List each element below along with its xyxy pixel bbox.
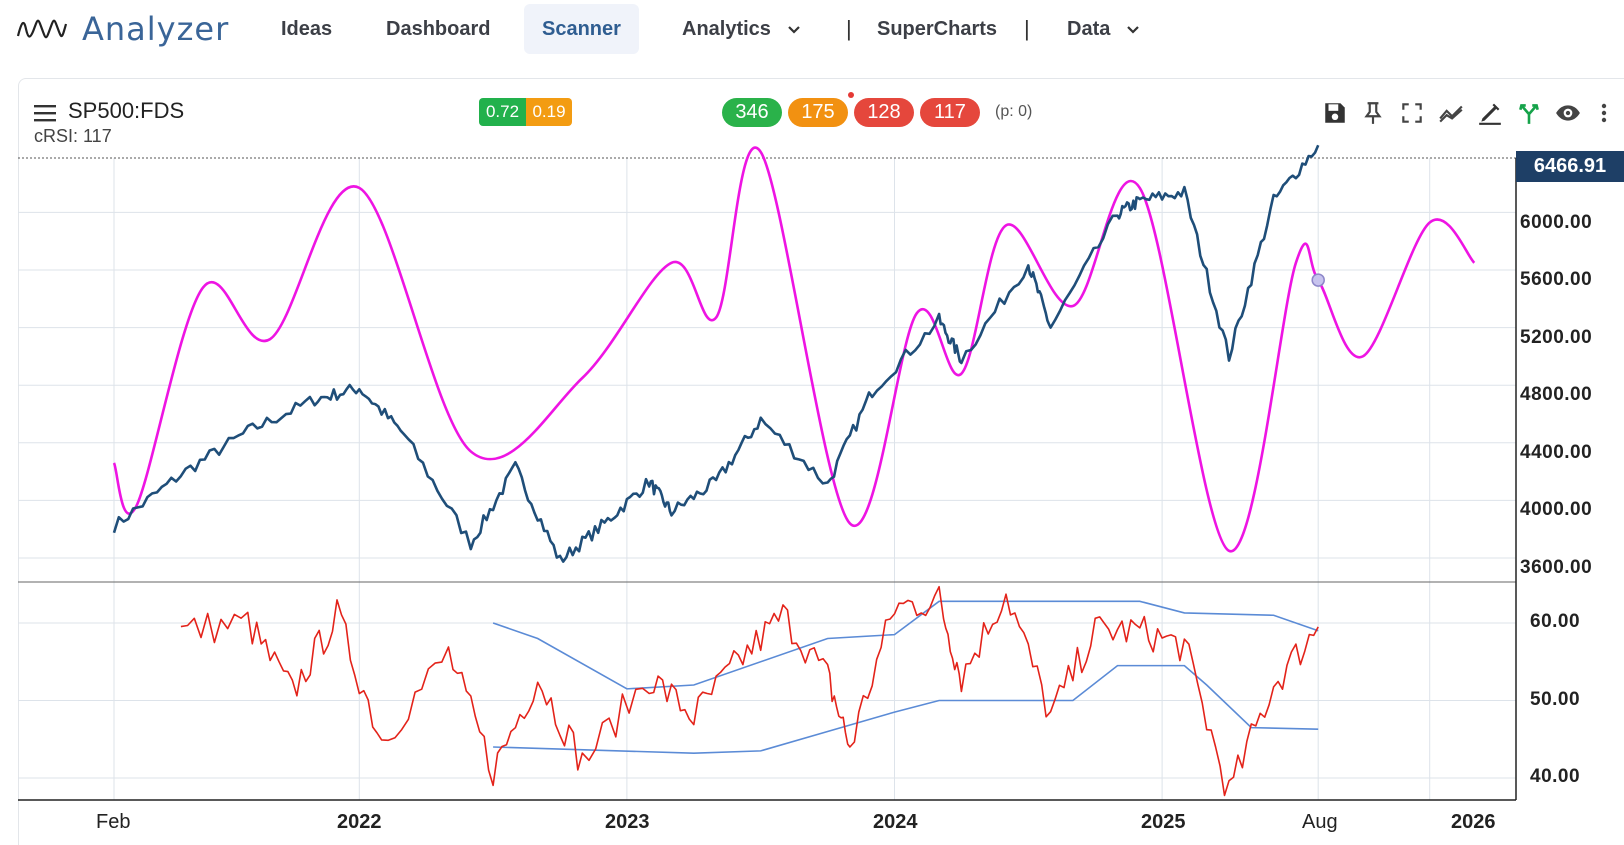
nav-separator: | xyxy=(1024,16,1030,41)
nav-separator: | xyxy=(846,16,852,41)
logo[interactable]: Analyzer xyxy=(16,10,229,48)
y-tick-label: 5600.00 xyxy=(1520,269,1593,290)
count-badge[interactable]: 346 xyxy=(722,98,782,127)
fullscreen-icon[interactable] xyxy=(1399,100,1425,126)
series-layer xyxy=(112,144,1476,797)
draw-icon[interactable] xyxy=(1477,100,1503,126)
y-tick-label: 40.00 xyxy=(1530,766,1581,787)
price-line xyxy=(112,144,1320,563)
nav-supercharts[interactable]: SuperCharts xyxy=(877,18,998,40)
score-badge-orange: 0.19 xyxy=(526,98,572,126)
chart-panel xyxy=(18,78,1624,845)
y-tick-label: 4400.00 xyxy=(1520,442,1593,463)
indicator-label: cRSI: 117 xyxy=(34,126,112,146)
nav-dashboard[interactable]: Dashboard xyxy=(386,18,491,40)
p-value-label: (p: 0) xyxy=(995,103,1033,120)
chevron-down-icon xyxy=(1127,25,1139,34)
y-tick-label: 3600.00 xyxy=(1520,557,1593,578)
symbol-label[interactable]: SP500:FDS xyxy=(68,98,185,123)
y-tick-label: 4800.00 xyxy=(1520,384,1593,405)
nav-analytics-label: Analytics xyxy=(682,18,771,40)
x-tick-label: 2022 xyxy=(337,811,382,833)
nav-ideas[interactable]: Ideas xyxy=(281,18,333,40)
nav-analytics[interactable]: Analytics xyxy=(682,4,801,54)
x-tick-label: Aug xyxy=(1302,811,1338,833)
x-tick-label: 2024 xyxy=(873,811,918,833)
more-icon[interactable] xyxy=(1594,100,1614,126)
score-badge-green: 0.72 xyxy=(479,98,526,126)
upper-band-line xyxy=(492,600,1319,690)
x-tick-label: 2026 xyxy=(1451,811,1496,833)
pin-icon[interactable] xyxy=(1360,100,1386,126)
x-tick-label: Feb xyxy=(96,811,131,833)
cycle-marker xyxy=(1311,273,1325,287)
hamburger-menu-icon[interactable] xyxy=(34,104,56,122)
y-tick-label: 5200.00 xyxy=(1520,327,1593,348)
count-badge[interactable]: 117 xyxy=(920,98,980,127)
top-nav: Analyzer Ideas Dashboard Scanner Analyti… xyxy=(0,0,1624,58)
fork-icon[interactable] xyxy=(1516,100,1542,126)
count-badge[interactable]: 175 xyxy=(788,98,848,127)
x-tick-label: 2025 xyxy=(1141,811,1186,833)
eye-icon[interactable] xyxy=(1555,100,1581,126)
chart-grid xyxy=(18,158,1516,800)
nav-scanner[interactable]: Scanner xyxy=(524,4,639,54)
last-price-tag: 6466.91 xyxy=(1516,151,1624,182)
nav-data-label: Data xyxy=(1067,18,1111,40)
nav-data[interactable]: Data xyxy=(1067,4,1140,54)
cycle-line xyxy=(112,146,1476,553)
save-icon[interactable] xyxy=(1322,100,1348,126)
rsi-line xyxy=(180,585,1319,797)
count-badge[interactable]: 128 xyxy=(854,98,914,127)
y-tick-label: 50.00 xyxy=(1530,689,1581,710)
waveform-icon xyxy=(16,19,68,39)
y-tick-label: 4000.00 xyxy=(1520,499,1593,520)
x-tick-label: 2023 xyxy=(605,811,650,833)
app-title: Analyzer xyxy=(82,10,230,48)
trend-icon[interactable] xyxy=(1438,100,1464,126)
y-tick-label: 6000.00 xyxy=(1520,212,1593,233)
chevron-down-icon xyxy=(787,25,800,34)
lower-band-line xyxy=(493,664,1319,755)
y-tick-label: 60.00 xyxy=(1530,611,1581,632)
notification-dot xyxy=(848,92,854,98)
